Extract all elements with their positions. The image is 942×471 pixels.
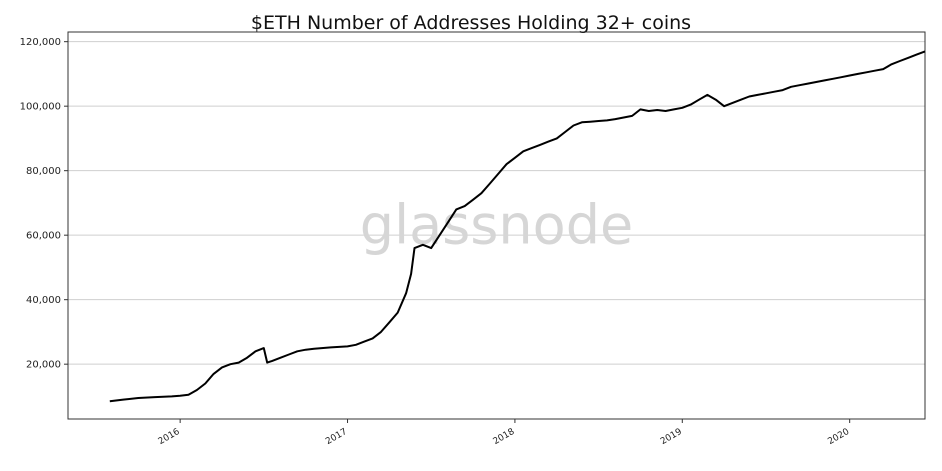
- series-line: [109, 50, 926, 403]
- x-tick-label: 2020: [826, 427, 851, 447]
- watermark-text: glassnode: [360, 194, 633, 257]
- y-tick-label: 40,000: [26, 295, 61, 306]
- plot-frame: [67, 31, 926, 420]
- x-tick-label: 2018: [492, 427, 517, 447]
- y-tick-label: 80,000: [26, 166, 61, 177]
- axes: [67, 31, 926, 420]
- y-tick-label: 20,000: [26, 360, 61, 371]
- y-tick-label: 100,000: [20, 102, 61, 113]
- y-tick-label: 60,000: [26, 231, 61, 242]
- y-axis-ticks: 20,000 40,000 60,000 80,000 100,000 120,000: [20, 37, 68, 371]
- x-tick-label: 2017: [324, 427, 349, 447]
- series-layer: [109, 50, 926, 403]
- y-tick-label: 120,000: [20, 37, 61, 48]
- chart-title: $ETH Number of Addresses Holding 32+ coi…: [250, 12, 692, 34]
- x-tick-label: 2016: [157, 427, 182, 447]
- x-axis-ticks: 2016 2017 2018 2019 2020: [157, 419, 851, 447]
- x-tick-label: 2019: [659, 427, 684, 447]
- grid-lines: [68, 41, 925, 365]
